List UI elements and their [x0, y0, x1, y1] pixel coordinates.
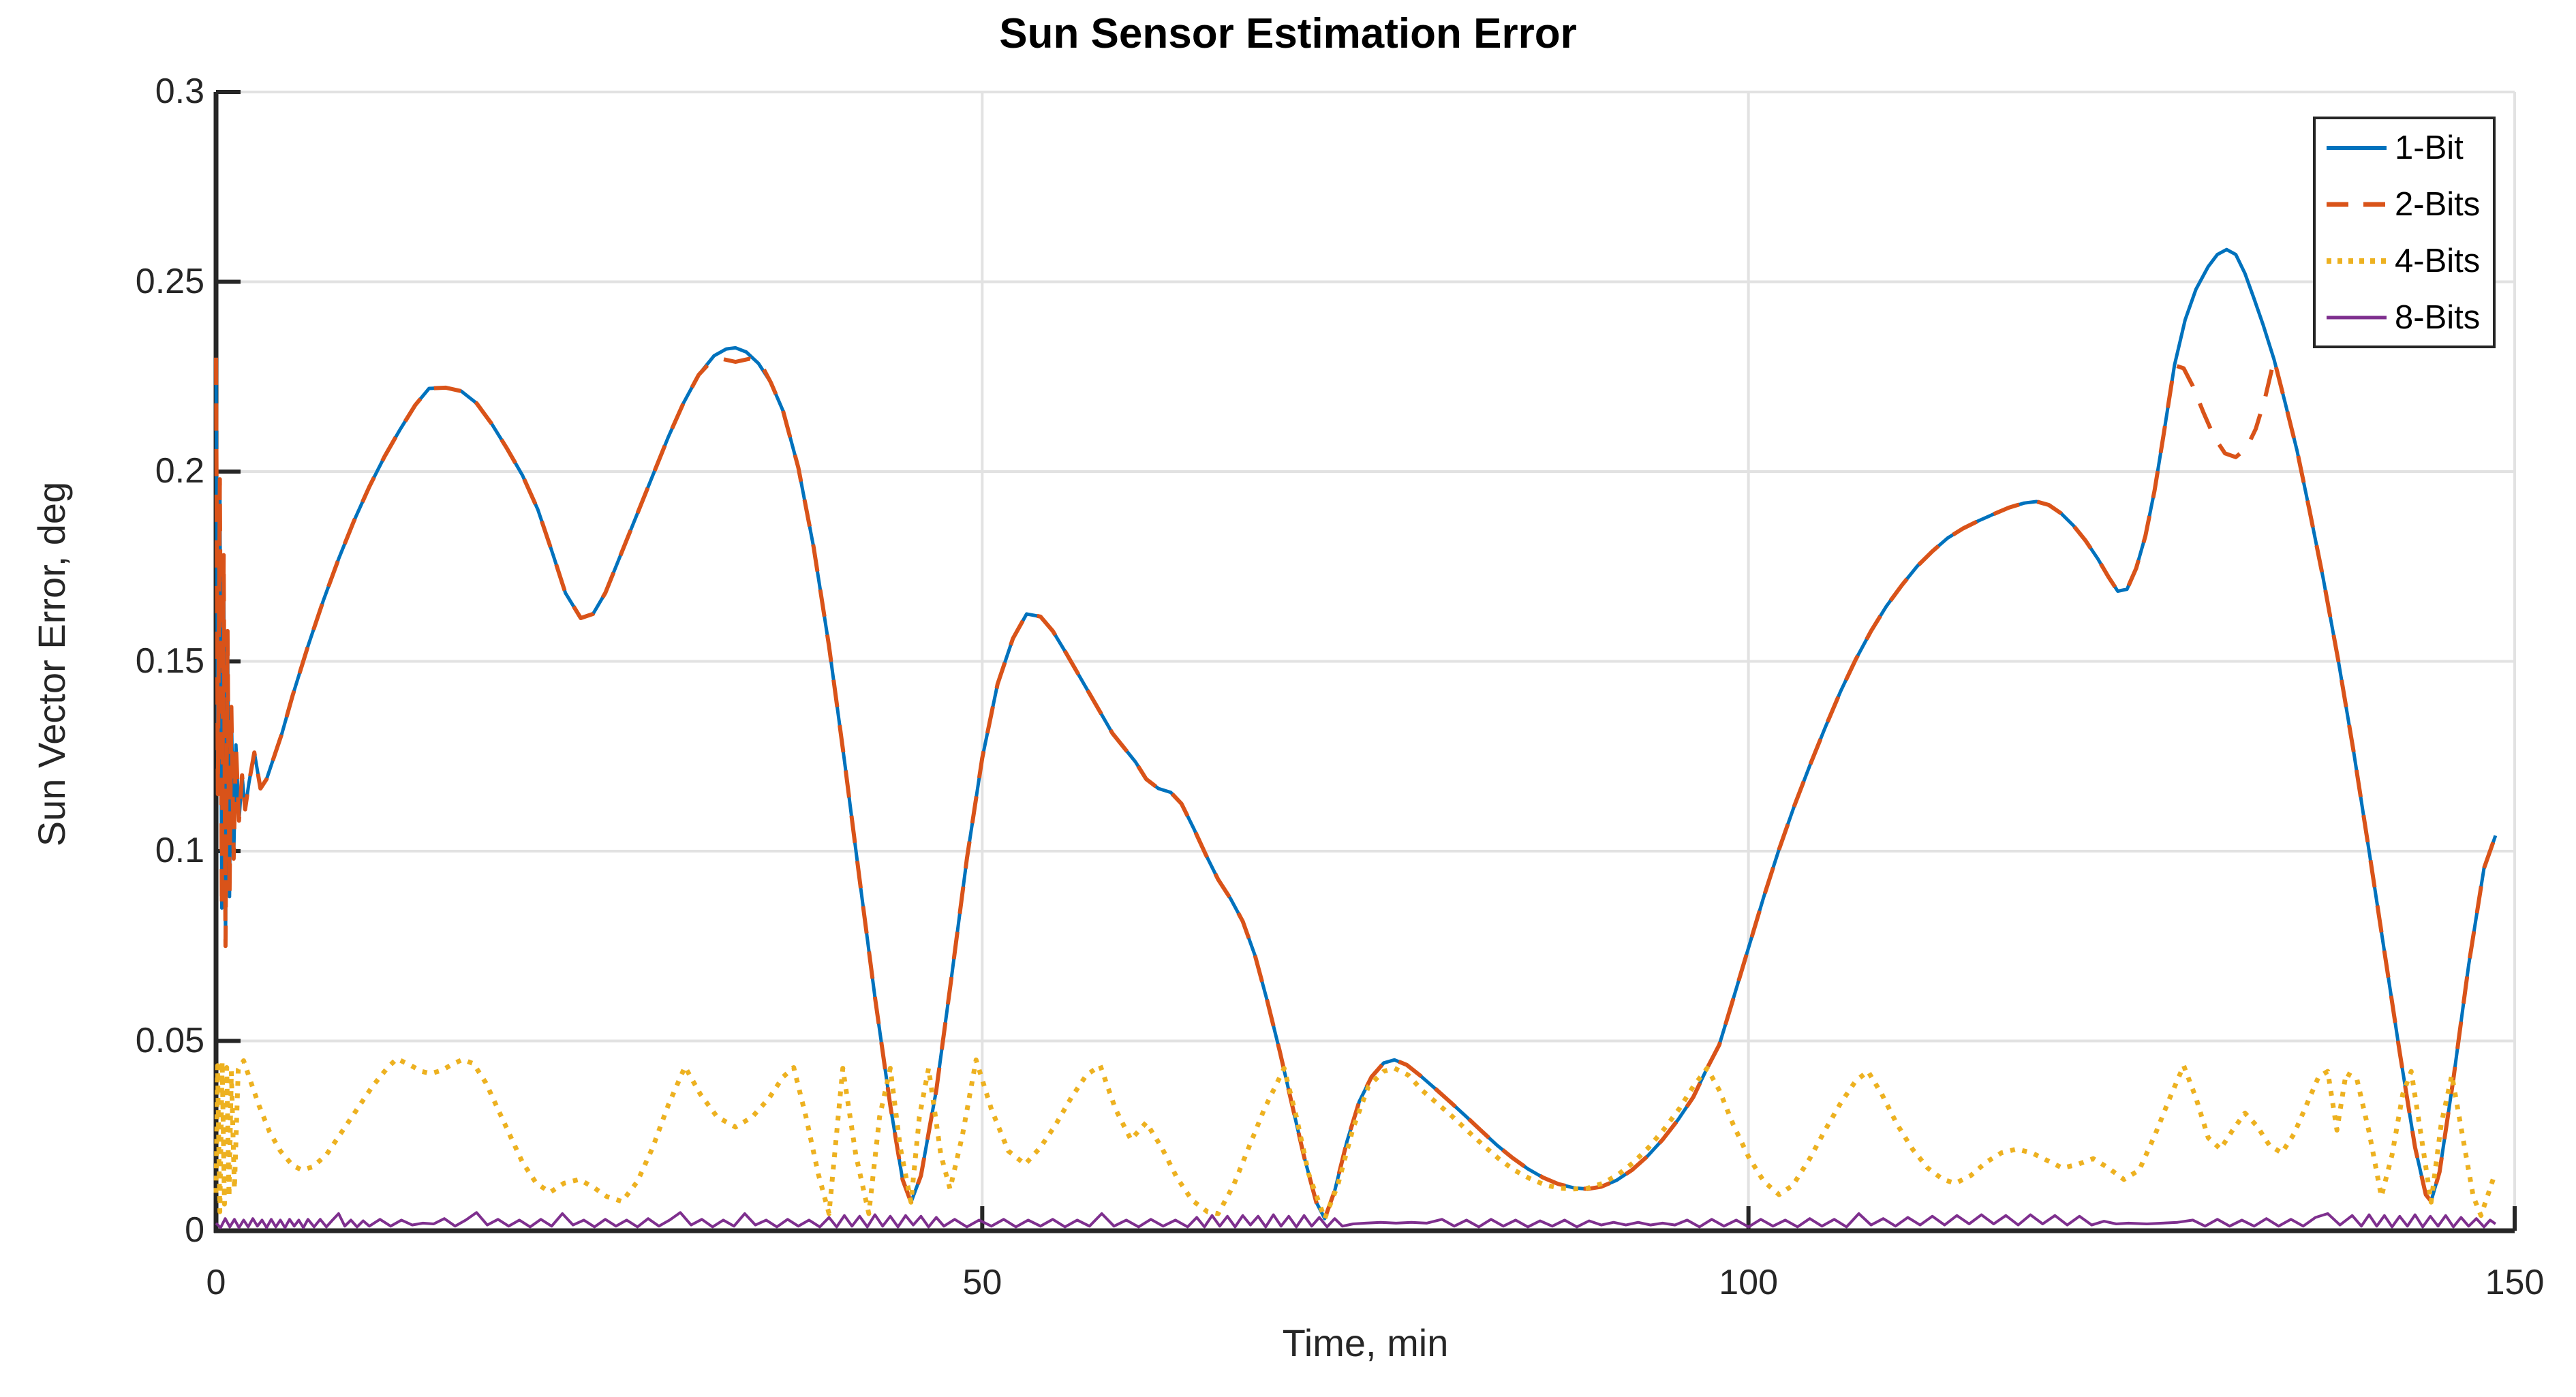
- x-tick-label: 150: [2485, 1263, 2545, 1302]
- y-tick-label: 0.05: [135, 1020, 204, 1060]
- series-line-4-bits: [213, 1056, 2498, 1221]
- chart-title: Sun Sensor Estimation Error: [999, 10, 1577, 57]
- y-tick-label: 0.15: [135, 641, 204, 681]
- y-tick-label: 0.2: [155, 451, 204, 491]
- series-line-1-bit: [214, 247, 2498, 1221]
- legend-line-sample-4bits: [2327, 258, 2387, 264]
- legend-line-sample-2bits: [2327, 202, 2387, 206]
- series-line-2-bits: [214, 356, 2498, 1221]
- legend-item-2bits: 2-Bits: [2316, 176, 2493, 232]
- y-tick-label: 0: [185, 1210, 204, 1250]
- legend-label: 4-Bits: [2395, 242, 2481, 279]
- series-line-8-bits: [215, 1211, 2497, 1229]
- legend-item-1bit: 1-Bit: [2316, 119, 2493, 176]
- legend-line-sample-1bit: [2327, 145, 2387, 150]
- y-tick-label: 0.25: [135, 261, 204, 301]
- legend-label: 8-Bits: [2395, 298, 2481, 336]
- legend-label: 1-Bit: [2395, 129, 2464, 166]
- legend-item-8bits: 8-Bits: [2316, 289, 2493, 346]
- legend-item-4bits: 4-Bits: [2316, 232, 2493, 289]
- legend-label: 2-Bits: [2395, 185, 2481, 223]
- x-axis-label: Time, min: [1282, 1321, 1449, 1364]
- legend-line-sample-8bits: [2327, 316, 2387, 319]
- x-tick-label: 0: [206, 1263, 226, 1302]
- y-tick-label: 0.3: [155, 72, 204, 111]
- y-tick-label: 0.1: [155, 831, 204, 870]
- legend: 1-Bit 2-Bits 4-Bits 8-Bits: [2313, 117, 2496, 348]
- x-tick-label: 50: [962, 1263, 1002, 1302]
- x-tick-label: 100: [1719, 1263, 1779, 1302]
